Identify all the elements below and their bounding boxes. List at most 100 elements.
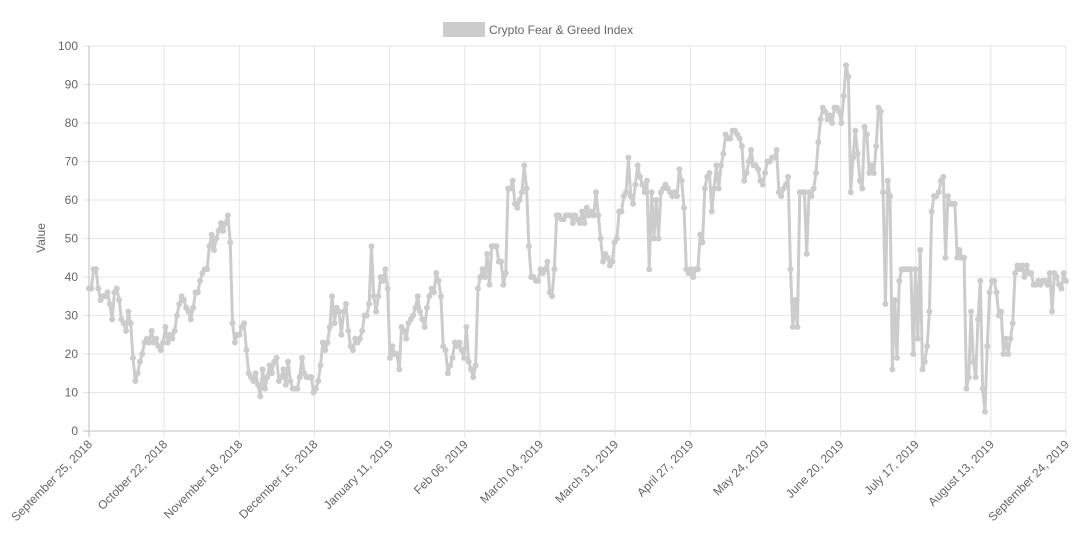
data-point[interactable] bbox=[173, 312, 180, 319]
data-point[interactable] bbox=[479, 266, 486, 273]
data-point[interactable] bbox=[296, 374, 303, 381]
data-point[interactable] bbox=[991, 277, 998, 284]
data-point[interactable] bbox=[421, 324, 428, 331]
data-point[interactable] bbox=[910, 351, 917, 357]
data-point[interactable] bbox=[153, 335, 160, 342]
data-point[interactable] bbox=[641, 189, 648, 196]
data-point[interactable] bbox=[856, 177, 863, 184]
data-point[interactable] bbox=[643, 177, 650, 184]
data-point[interactable] bbox=[748, 146, 755, 153]
data-point[interactable] bbox=[599, 258, 606, 265]
data-point[interactable] bbox=[637, 173, 644, 180]
data-point[interactable] bbox=[829, 120, 836, 126]
data-point[interactable] bbox=[525, 243, 532, 250]
data-point[interactable] bbox=[1023, 262, 1030, 269]
data-point[interactable] bbox=[535, 277, 542, 284]
data-point[interactable] bbox=[157, 347, 164, 354]
data-point[interactable] bbox=[718, 162, 725, 169]
data-point[interactable] bbox=[803, 250, 810, 257]
data-point[interactable] bbox=[993, 289, 1000, 296]
data-point[interactable] bbox=[514, 204, 521, 211]
data-point[interactable] bbox=[419, 316, 426, 323]
data-point[interactable] bbox=[549, 293, 556, 300]
data-point[interactable] bbox=[449, 354, 456, 361]
data-point[interactable] bbox=[227, 239, 234, 246]
data-point[interactable] bbox=[224, 212, 231, 219]
data-point[interactable] bbox=[437, 293, 444, 300]
data-point[interactable] bbox=[1046, 270, 1053, 277]
data-point[interactable] bbox=[843, 62, 850, 69]
data-point[interactable] bbox=[104, 289, 111, 296]
data-point[interactable] bbox=[912, 266, 919, 273]
data-point[interactable] bbox=[319, 339, 326, 346]
data-point[interactable] bbox=[299, 354, 305, 361]
data-point[interactable] bbox=[773, 146, 780, 153]
data-point[interactable] bbox=[965, 374, 972, 381]
data-point[interactable] bbox=[880, 189, 887, 196]
data-point[interactable] bbox=[1012, 270, 1019, 277]
data-point[interactable] bbox=[338, 331, 345, 338]
data-point[interactable] bbox=[579, 208, 586, 215]
data-point[interactable] bbox=[206, 243, 213, 250]
data-point[interactable] bbox=[1049, 308, 1056, 315]
data-point[interactable] bbox=[569, 220, 576, 227]
data-point[interactable] bbox=[213, 235, 220, 242]
data-point[interactable] bbox=[840, 93, 847, 100]
data-point[interactable] bbox=[743, 170, 750, 177]
data-point[interactable] bbox=[801, 189, 808, 196]
data-point[interactable] bbox=[789, 324, 796, 331]
data-point[interactable] bbox=[109, 316, 116, 323]
data-point[interactable] bbox=[951, 200, 958, 207]
data-point[interactable] bbox=[762, 170, 769, 177]
data-point[interactable] bbox=[630, 200, 637, 207]
data-point[interactable] bbox=[287, 377, 294, 384]
data-point[interactable] bbox=[162, 324, 169, 331]
data-point[interactable] bbox=[132, 377, 139, 384]
data-point[interactable] bbox=[984, 343, 991, 350]
data-point[interactable] bbox=[625, 154, 632, 161]
data-point[interactable] bbox=[285, 358, 292, 365]
data-point[interactable] bbox=[655, 235, 662, 242]
data-point[interactable] bbox=[981, 408, 988, 415]
data-point[interactable] bbox=[956, 247, 963, 254]
data-point[interactable] bbox=[176, 300, 183, 307]
data-point[interactable] bbox=[581, 220, 588, 227]
data-point[interactable] bbox=[468, 366, 474, 373]
data-point[interactable] bbox=[794, 324, 801, 331]
data-point[interactable] bbox=[424, 304, 431, 311]
data-point[interactable] bbox=[681, 204, 687, 211]
data-point[interactable] bbox=[891, 297, 898, 304]
data-point[interactable] bbox=[403, 335, 410, 342]
data-point[interactable] bbox=[250, 377, 257, 384]
data-point[interactable] bbox=[861, 123, 868, 130]
data-point[interactable] bbox=[340, 308, 347, 315]
data-point[interactable] bbox=[393, 351, 400, 357]
data-point[interactable] bbox=[278, 374, 285, 381]
data-point[interactable] bbox=[430, 289, 437, 296]
data-point[interactable] bbox=[384, 285, 391, 292]
data-point[interactable] bbox=[484, 250, 491, 257]
data-point[interactable] bbox=[778, 193, 785, 200]
data-point[interactable] bbox=[516, 197, 523, 203]
data-point[interactable] bbox=[893, 354, 900, 361]
data-point[interactable] bbox=[810, 185, 817, 192]
data-point[interactable] bbox=[312, 385, 319, 392]
data-point[interactable] bbox=[676, 166, 683, 173]
data-point[interactable] bbox=[92, 266, 99, 273]
legend[interactable]: Crypto Fear & Greed Index bbox=[443, 22, 633, 37]
data-point[interactable] bbox=[785, 173, 792, 180]
data-point[interactable] bbox=[1028, 270, 1035, 277]
data-point[interactable] bbox=[412, 304, 419, 311]
data-point[interactable] bbox=[375, 293, 382, 300]
data-point[interactable] bbox=[523, 185, 530, 192]
data-point[interactable] bbox=[822, 108, 829, 115]
data-point[interactable] bbox=[187, 316, 194, 323]
data-point[interactable] bbox=[940, 173, 947, 180]
data-point[interactable] bbox=[609, 258, 616, 265]
data-point[interactable] bbox=[975, 316, 982, 323]
data-point[interactable] bbox=[190, 304, 197, 311]
data-point[interactable] bbox=[349, 347, 356, 354]
data-point[interactable] bbox=[715, 185, 722, 192]
data-point[interactable] bbox=[694, 266, 701, 273]
data-point[interactable] bbox=[889, 366, 896, 373]
